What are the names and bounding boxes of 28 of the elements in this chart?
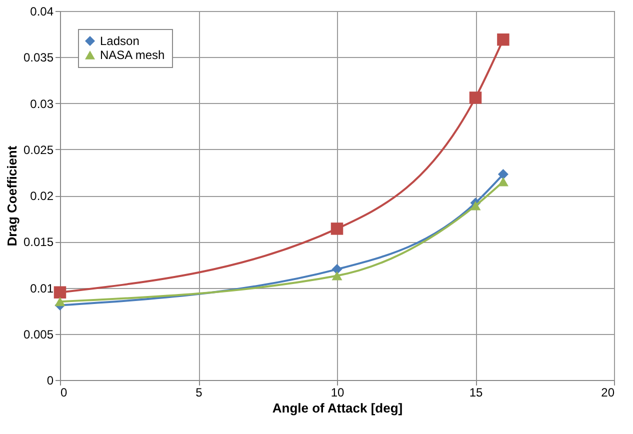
point xyxy=(54,297,66,306)
x-axis-title: Angle of Attack [deg] xyxy=(272,400,403,416)
y-tick-label: 0 xyxy=(46,374,54,388)
y-tick-label: 0.04 xyxy=(30,4,54,18)
y-tick-label: 0.005 xyxy=(23,327,54,342)
legend-label: Ladson xyxy=(100,34,140,48)
point xyxy=(330,222,344,235)
point xyxy=(497,33,510,46)
y-tick-label: 0.025 xyxy=(23,142,54,157)
point xyxy=(498,177,508,186)
x-tick-label: 15 xyxy=(469,386,483,400)
point xyxy=(498,169,508,180)
y-tick-label: 0.03 xyxy=(30,96,54,111)
x-tick-label: 0 xyxy=(60,386,68,400)
point xyxy=(470,201,481,210)
x-tick-label: 20 xyxy=(601,386,615,400)
point xyxy=(54,286,66,298)
point xyxy=(332,271,342,280)
y-tick-label: 0.015 xyxy=(23,235,54,250)
y-tick-label: 0.02 xyxy=(30,189,54,203)
y-tick-label: 0.035 xyxy=(23,50,54,65)
legend-label: NASA mesh xyxy=(100,48,165,62)
x-tick-label: 10 xyxy=(330,386,344,400)
y-tick-label: 0.01 xyxy=(30,281,54,296)
x-tick-label: 5 xyxy=(196,386,203,400)
y-axis-title: Drag Coefficient xyxy=(4,145,20,246)
point xyxy=(332,264,342,275)
point xyxy=(469,92,482,104)
